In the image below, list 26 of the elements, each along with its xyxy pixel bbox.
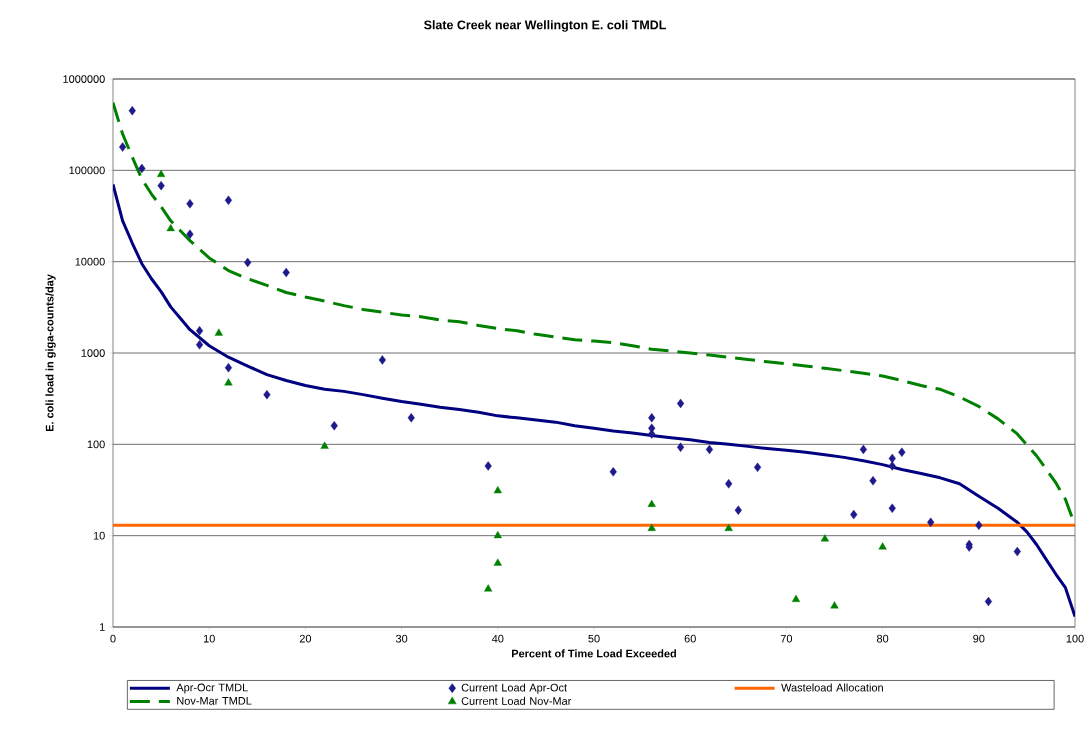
legend-label: Apr-Ocr TMDL [176,683,248,694]
x-tick-label: 10 [203,634,215,643]
x-tick-label: 100 [1066,634,1084,643]
legend-label: Wasteload Allocation [781,683,883,692]
y-tick-label: 100 [87,440,105,449]
x-tick-label: 80 [876,634,889,643]
y-tick-label: 1000 [81,349,105,357]
y-tick-label: 1 [99,623,105,631]
y-tick-label: 10 [93,531,105,540]
x-tick-label: 40 [491,634,504,643]
y-tick-label: 1000000 [63,75,105,83]
x-axis-title: Percent of Time Load Exceeded [512,649,676,658]
x-tick-label: 60 [684,634,696,643]
x-tick-label: 90 [973,634,985,643]
chart-title: Slate Creek near Wellington E. coli TMDL [424,20,666,32]
legend-label: Current Load Apr-Oct [461,683,567,694]
x-tick-label: 30 [395,634,408,643]
y-tick-label: 10000 [75,257,105,266]
x-tick-label: 50 [588,634,600,643]
x-tick-label: 20 [299,634,312,643]
legend-label: Nov-Mar TMDL [177,697,252,705]
legend-label: Current Load Nov-Mar [461,696,572,705]
y-tick-label: 100000 [69,166,105,175]
x-tick-label: 0 [110,634,116,643]
x-tick-label: 70 [780,634,793,643]
y-axis-title: E. coli load in giga-counts/day [45,274,56,432]
